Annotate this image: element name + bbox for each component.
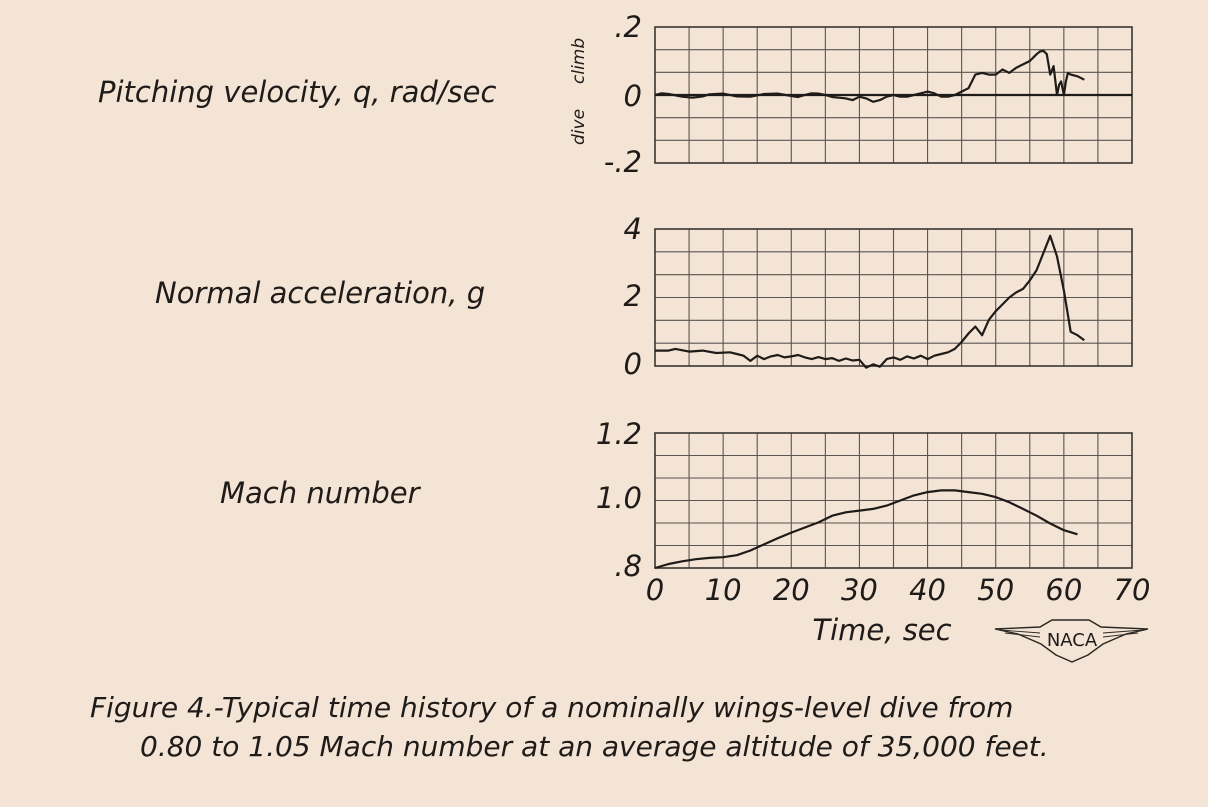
- y-tick-na-bottom: 0: [624, 347, 642, 381]
- naca-logo-text: NACA: [1047, 630, 1098, 651]
- mach-number-grid: [655, 433, 1132, 568]
- y-tick-pv-bottom: -.2: [604, 145, 642, 179]
- x-tick-label: 30: [841, 573, 878, 607]
- mach-number-panel: Mach number 1.2 1.0 .8 0 10 20 30 40 50 60 70 T…: [220, 417, 1150, 647]
- pitching-velocity-panel: Pitching velocity, q, rad/sec dive climb…: [98, 10, 1133, 179]
- figure-caption-line-1: Figure 4.-Typical time history of a nomi…: [90, 691, 1013, 724]
- x-tick-label: 0: [646, 573, 664, 607]
- y-tick-na-mid: 2: [624, 279, 642, 313]
- x-tick-label: 70: [1114, 573, 1151, 607]
- x-tick-label: 60: [1045, 573, 1082, 607]
- normal-acceleration-label: Normal acceleration, g: [155, 276, 485, 310]
- figure-caption-line-2: 0.80 to 1.05 Mach number at an average a…: [140, 730, 1049, 763]
- y-tick-pv-top: .2: [614, 10, 642, 44]
- normal-acceleration-frame: [654, 228, 1133, 367]
- mach-number-frame: [654, 432, 1133, 569]
- x-tick-label: 20: [773, 573, 810, 607]
- y-tick-pv-mid: 0: [624, 79, 642, 113]
- naca-logo: NACA: [994, 619, 1149, 663]
- y-tick-mach-top: 1.2: [596, 417, 642, 451]
- normal-acceleration-curve: [655, 234, 1085, 369]
- x-tick-labels: 0 10 20 30 40 50 60 70: [646, 573, 1151, 607]
- climb-side-label: climb: [569, 38, 589, 84]
- x-axis-title: Time, sec: [812, 613, 951, 647]
- y-tick-mach-bottom: .8: [614, 549, 642, 583]
- pitching-velocity-curve: [654, 49, 1085, 103]
- y-tick-na-top: 4: [624, 212, 642, 246]
- normal-acceleration-grid: [655, 229, 1132, 366]
- normal-acceleration-panel: Normal acceleration, g 4 2 0: [155, 212, 1133, 381]
- pitching-velocity-label: Pitching velocity, q, rad/sec: [98, 75, 496, 109]
- x-tick-label: 40: [909, 573, 946, 607]
- mach-number-curve: [654, 489, 1078, 570]
- mach-number-label: Mach number: [220, 476, 422, 510]
- x-tick-label: 10: [705, 573, 742, 607]
- dive-side-label: dive: [569, 109, 589, 145]
- y-tick-mach-mid: 1.0: [596, 481, 642, 515]
- x-tick-label: 50: [977, 573, 1014, 607]
